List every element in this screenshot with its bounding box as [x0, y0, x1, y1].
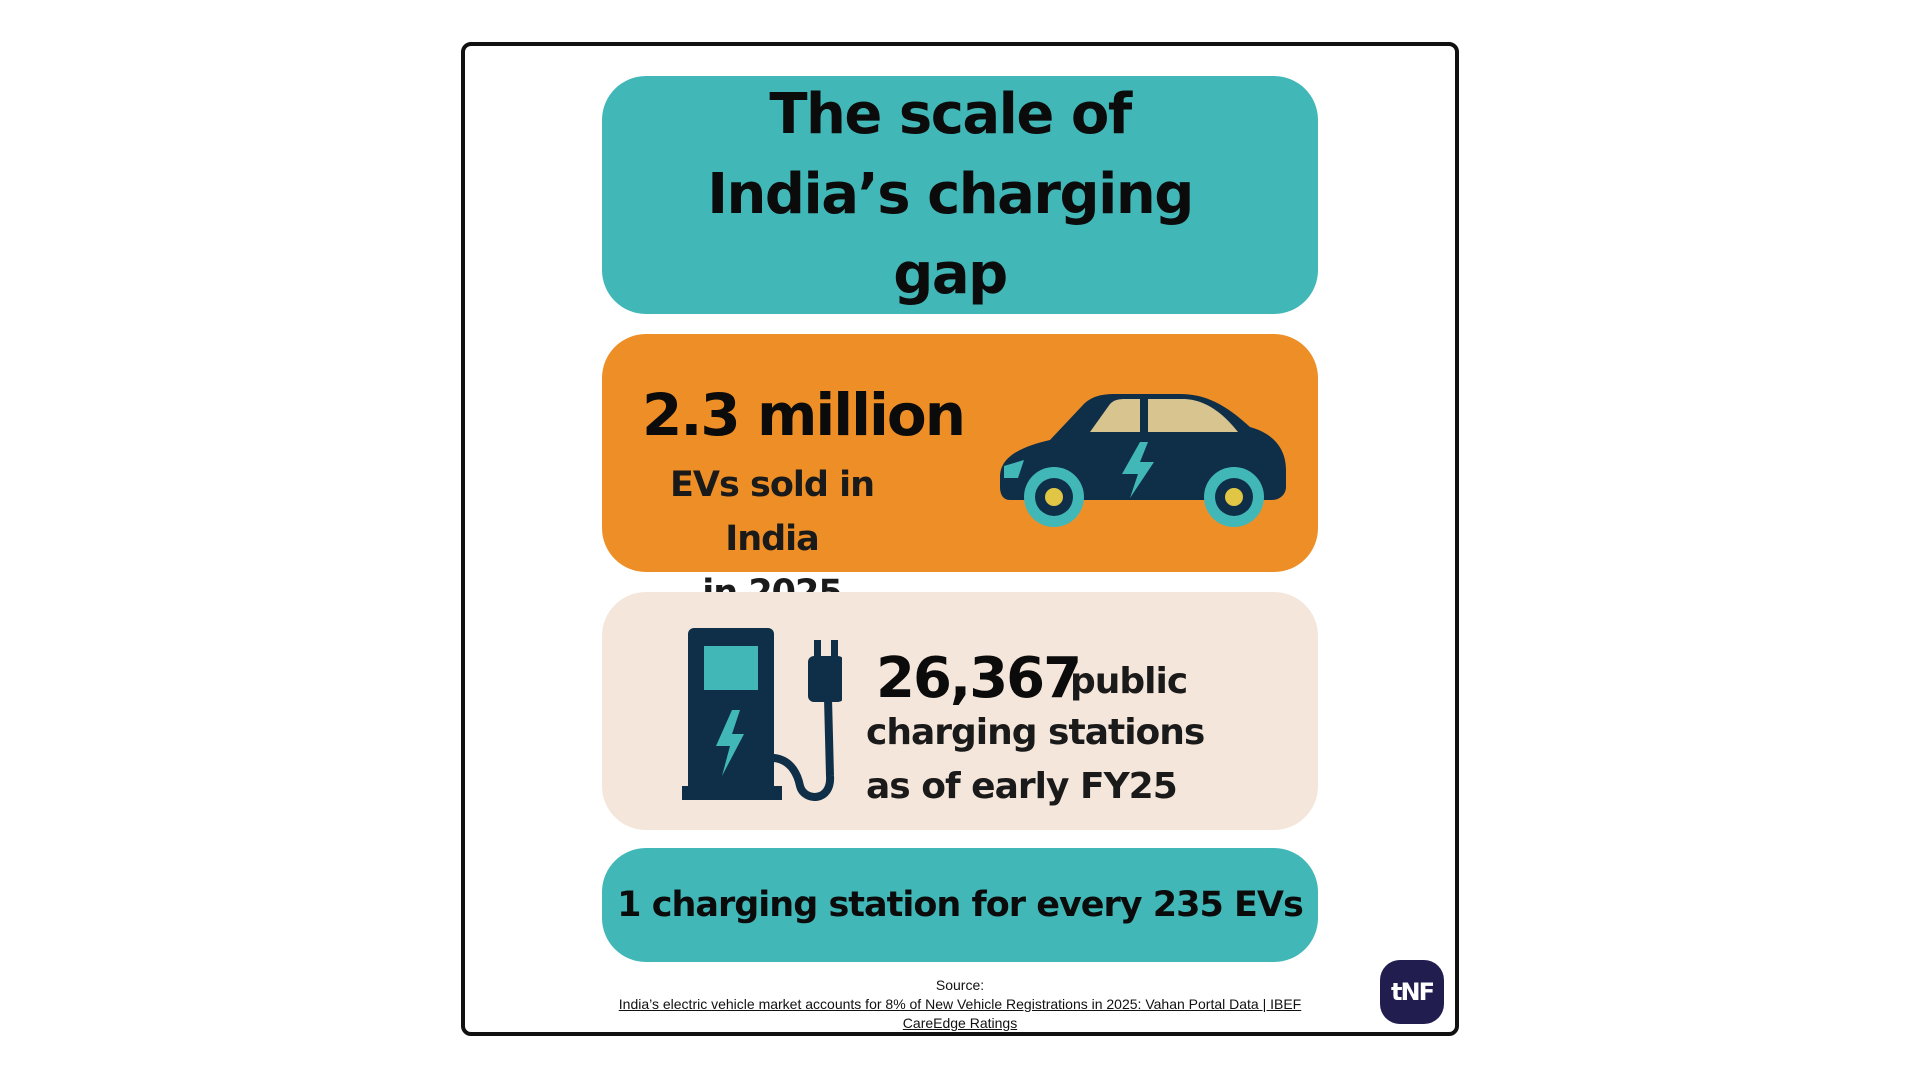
charging-station-icon — [682, 628, 842, 801]
source-link-careedge[interactable]: CareEdge Ratings — [902, 1015, 1018, 1031]
title-card: The scale of India’s charging gap — [602, 76, 1318, 314]
brand-logo-text: tNF — [1391, 978, 1435, 1006]
source-link[interactable]: India’s electric vehicle market accounts… — [618, 996, 1302, 1012]
charging-stations-card: 26,367 public charging stations as of ea… — [602, 592, 1318, 830]
charging-stations-label-line3: as of early FY25 — [866, 766, 1178, 807]
source-note: Source: India’s electric vehicle market … — [602, 976, 1318, 1033]
ratio-card: 1 charging station for every 235 EVs — [602, 848, 1318, 962]
source-label: Source: — [935, 977, 985, 993]
infographic-frame: The scale of India’s charging gap 2.3 mi… — [461, 42, 1459, 1036]
electric-car-icon — [1000, 394, 1286, 527]
ev-sales-card: 2.3 million EVs sold in India in 2025 — [602, 334, 1318, 613]
charging-stations-label-line2: charging stations — [866, 712, 1205, 753]
ev-sales-caption-line1: EVs sold in India — [669, 465, 875, 559]
ratio-text: 1 charging station for every 235 EVs — [617, 885, 1304, 925]
brand-logo: tNF — [1380, 960, 1444, 1024]
charging-stations-label-word: public — [1070, 661, 1188, 702]
page-title: The scale of India’s charging gap — [707, 82, 1194, 307]
ev-sales-value: 2.3 million — [642, 381, 966, 449]
charging-stations-count: 26,367 — [876, 646, 1082, 711]
